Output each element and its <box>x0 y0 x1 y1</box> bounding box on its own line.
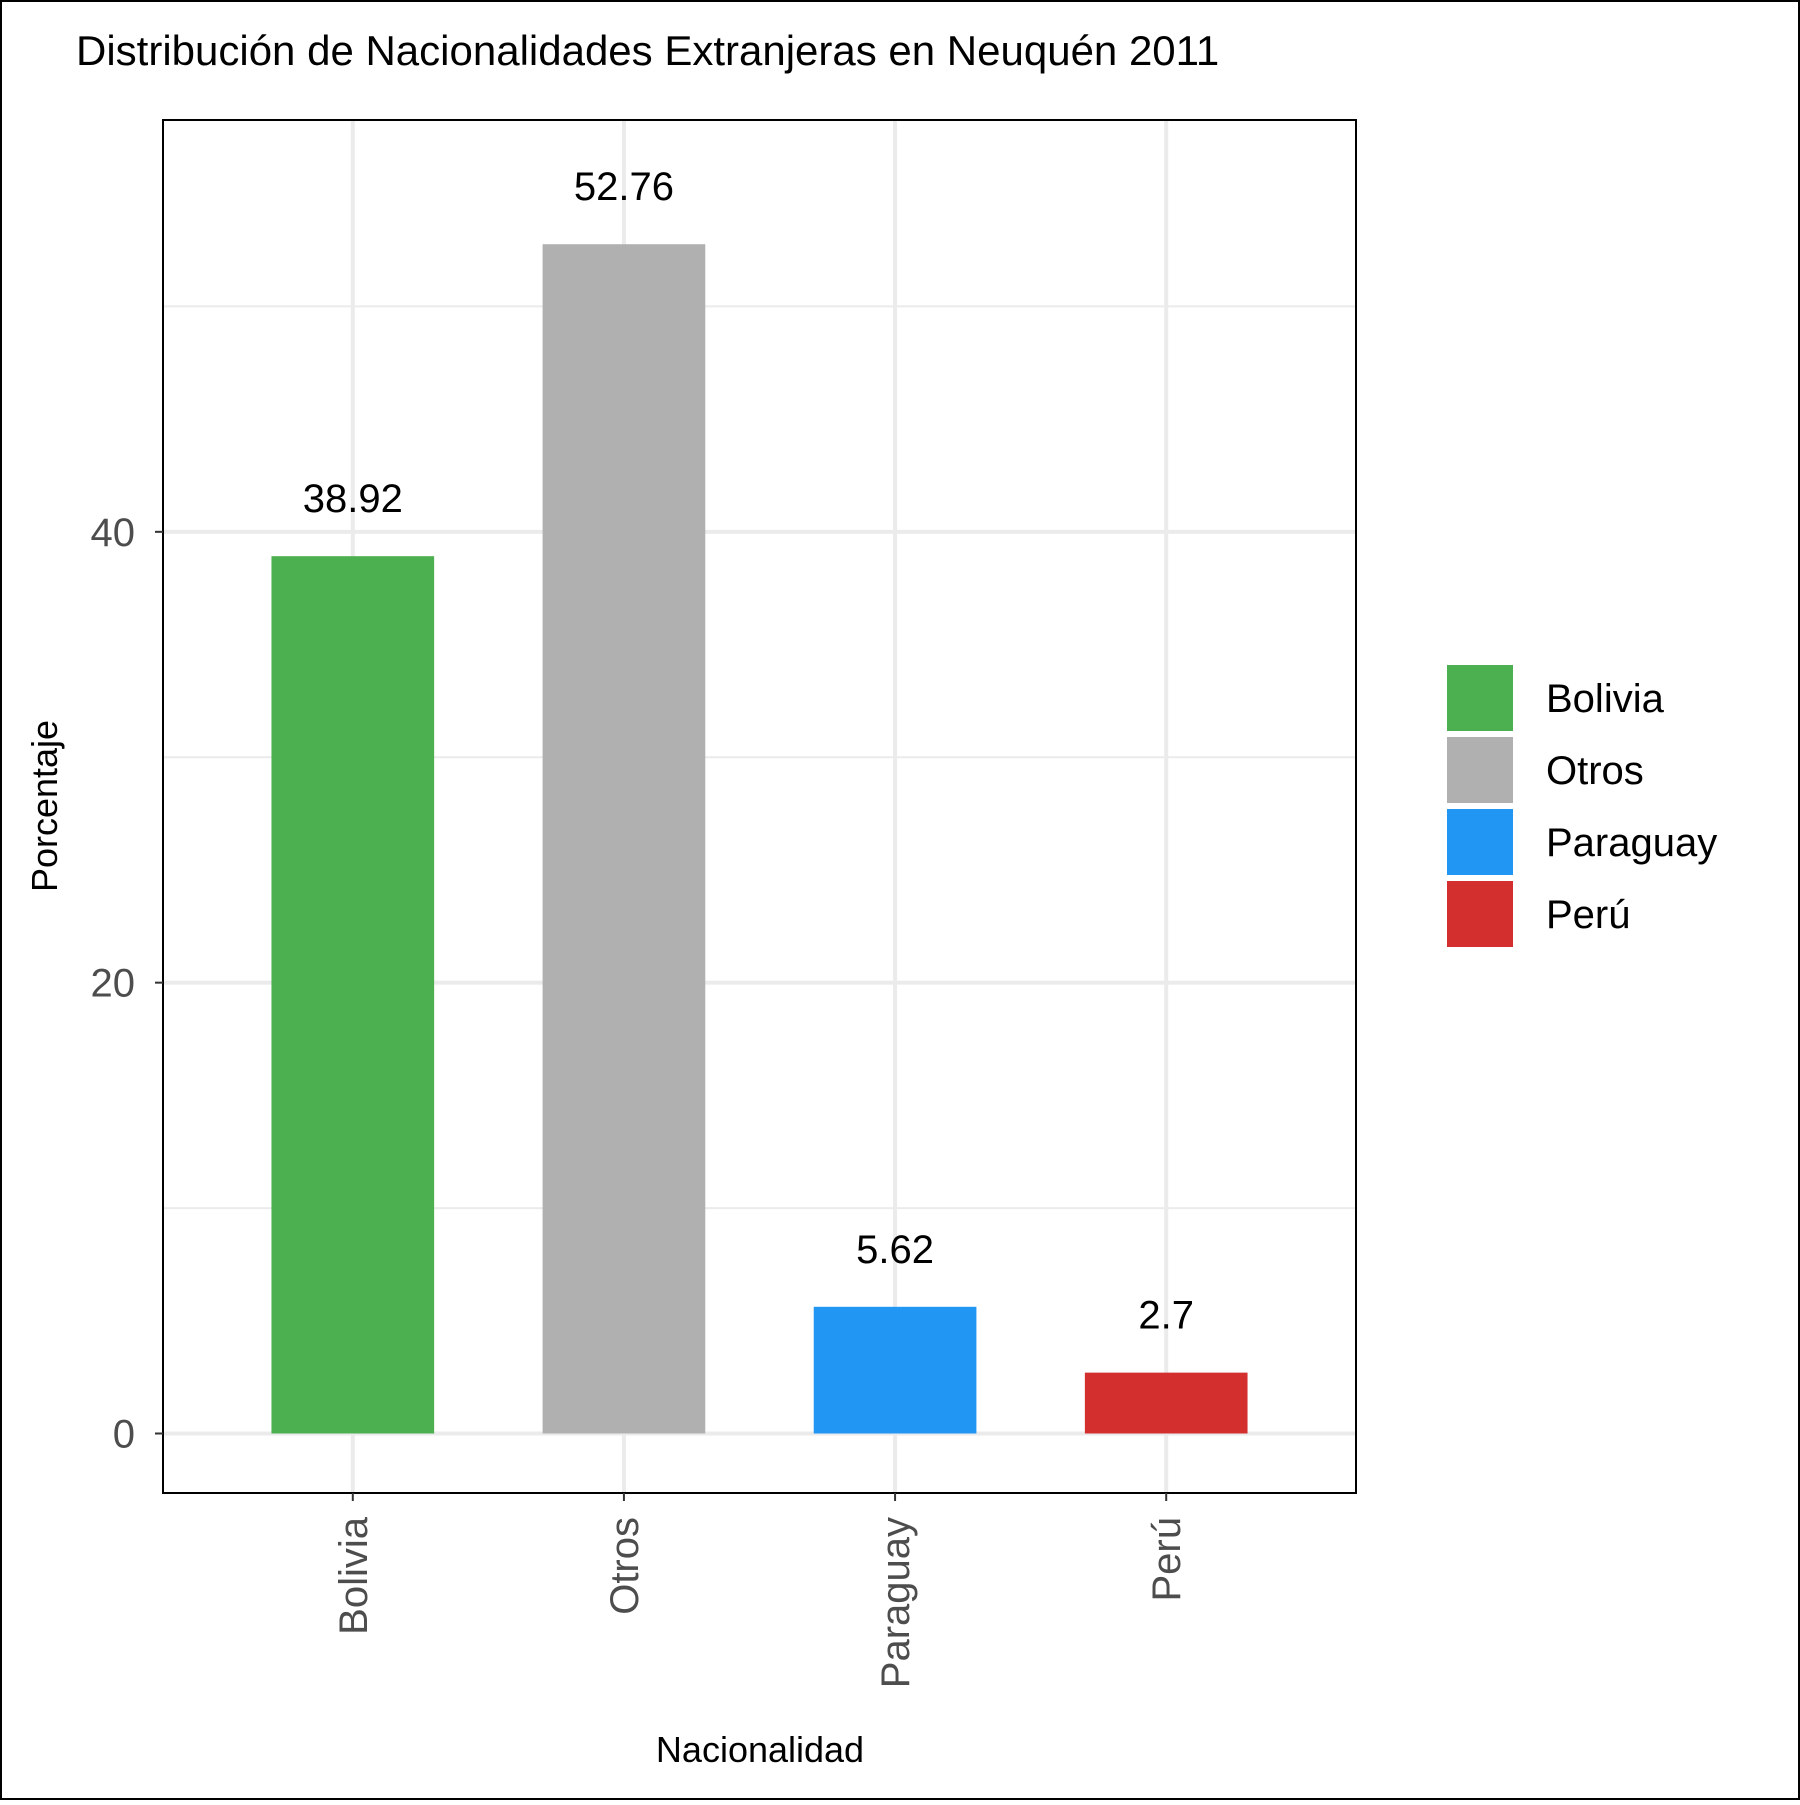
legend-label: Paraguay <box>1546 821 1717 865</box>
data-label: 38.92 <box>303 477 403 521</box>
y-tick-label: 0 <box>113 1412 135 1456</box>
bars <box>271 244 1248 1434</box>
data-labels: 38.92 52.76 5.62 2.7 <box>303 165 1194 1337</box>
bar-perú <box>1084 1372 1248 1434</box>
data-label: 52.76 <box>574 165 674 209</box>
y-tick-label: 40 <box>91 511 136 555</box>
bar-paraguay <box>813 1306 977 1434</box>
chart-title: Distribución de Nacionalidades Extranjer… <box>76 27 1219 74</box>
x-tick-label: Otros <box>603 1517 647 1615</box>
legend: Bolivia Otros Paraguay Perú <box>1447 665 1717 947</box>
plot-panel-border <box>162 119 1357 1494</box>
x-axis-ticks: Bolivia Otros Paraguay Perú <box>332 1493 1189 1688</box>
bar-otros <box>542 244 706 1434</box>
legend-label: Perú <box>1546 893 1631 937</box>
y-axis-ticks: 0 20 40 <box>91 511 163 1456</box>
legend-key-otros <box>1447 737 1513 803</box>
x-axis-title: Nacionalidad <box>656 1729 864 1770</box>
y-axis-title: Porcentaje <box>24 720 65 892</box>
data-label: 2.7 <box>1138 1294 1194 1338</box>
legend-key-paraguay <box>1447 809 1513 875</box>
bar-bolivia <box>271 556 435 1434</box>
legend-label: Otros <box>1546 749 1644 793</box>
legend-key-bolivia <box>1447 665 1513 731</box>
y-tick-label: 20 <box>91 962 136 1006</box>
x-tick-label: Bolivia <box>332 1516 376 1635</box>
x-tick-label: Perú <box>1145 1517 1189 1602</box>
legend-key-perú <box>1447 881 1513 947</box>
x-tick-label: Paraguay <box>874 1517 918 1688</box>
legend-label: Bolivia <box>1546 677 1665 721</box>
data-label: 5.62 <box>856 1228 934 1272</box>
